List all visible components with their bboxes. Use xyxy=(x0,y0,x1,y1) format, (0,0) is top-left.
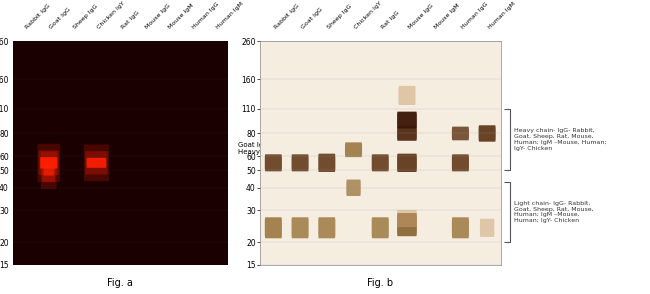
Text: Rat IgG: Rat IgG xyxy=(380,10,400,30)
Text: Goat IgG: Goat IgG xyxy=(49,7,72,30)
Text: Human IgG: Human IgG xyxy=(192,1,220,30)
Text: Heavy chain- IgG- Rabbit,
Goat, Sheep, Rat, Mouse,
Human; IgM –Mouse, Human;
IgY: Heavy chain- IgG- Rabbit, Goat, Sheep, R… xyxy=(514,128,606,151)
Text: Goat IgG
Heavy chain: Goat IgG Heavy chain xyxy=(239,142,281,155)
Text: Fig. b: Fig. b xyxy=(367,278,393,288)
FancyBboxPatch shape xyxy=(318,217,335,238)
FancyBboxPatch shape xyxy=(41,152,57,189)
FancyBboxPatch shape xyxy=(397,154,417,172)
FancyBboxPatch shape xyxy=(452,127,469,140)
FancyBboxPatch shape xyxy=(478,125,496,142)
FancyBboxPatch shape xyxy=(397,126,417,141)
FancyBboxPatch shape xyxy=(86,158,106,168)
FancyBboxPatch shape xyxy=(372,154,389,171)
FancyBboxPatch shape xyxy=(84,144,109,181)
Text: Sheep IgG: Sheep IgG xyxy=(73,4,99,30)
Text: Rabbit IgG: Rabbit IgG xyxy=(274,3,300,30)
Text: Chicken IgY: Chicken IgY xyxy=(354,1,383,30)
FancyBboxPatch shape xyxy=(452,217,469,238)
Text: Human IgM: Human IgM xyxy=(216,1,244,30)
FancyBboxPatch shape xyxy=(44,165,54,176)
FancyBboxPatch shape xyxy=(318,154,335,172)
FancyBboxPatch shape xyxy=(397,213,417,236)
Text: Mouse IgM: Mouse IgM xyxy=(434,3,461,30)
Text: Rat IgG: Rat IgG xyxy=(120,10,140,30)
FancyBboxPatch shape xyxy=(265,217,282,238)
FancyBboxPatch shape xyxy=(452,154,469,171)
FancyBboxPatch shape xyxy=(39,151,58,175)
FancyBboxPatch shape xyxy=(37,144,60,182)
FancyBboxPatch shape xyxy=(345,142,362,157)
Text: Rabbit IgG: Rabbit IgG xyxy=(25,3,52,30)
FancyBboxPatch shape xyxy=(398,86,415,105)
FancyBboxPatch shape xyxy=(40,157,57,168)
Text: Human IgM: Human IgM xyxy=(487,1,516,30)
Text: Mouse IgG: Mouse IgG xyxy=(407,3,434,30)
Text: Sheep IgG: Sheep IgG xyxy=(327,4,353,30)
FancyBboxPatch shape xyxy=(42,158,55,182)
FancyBboxPatch shape xyxy=(346,180,361,196)
FancyBboxPatch shape xyxy=(397,210,417,227)
FancyBboxPatch shape xyxy=(480,219,495,237)
FancyBboxPatch shape xyxy=(372,217,389,238)
Text: Fig. a: Fig. a xyxy=(107,278,133,288)
FancyBboxPatch shape xyxy=(265,154,282,171)
Text: Mouse IgM: Mouse IgM xyxy=(168,3,195,30)
Text: Light chain- IgG- Rabbit,
Goat, Sheep, Rat, Mouse,
Human; IgM –Mouse,
Human; IgY: Light chain- IgG- Rabbit, Goat, Sheep, R… xyxy=(514,201,593,223)
Text: Mouse IgG: Mouse IgG xyxy=(144,3,171,30)
FancyBboxPatch shape xyxy=(85,151,108,175)
FancyBboxPatch shape xyxy=(292,217,309,238)
FancyBboxPatch shape xyxy=(292,154,309,171)
Text: Human IgG: Human IgG xyxy=(460,1,489,30)
Text: Chicken IgY: Chicken IgY xyxy=(96,1,126,30)
FancyBboxPatch shape xyxy=(397,112,417,128)
Text: Goat IgG: Goat IgG xyxy=(300,7,323,30)
